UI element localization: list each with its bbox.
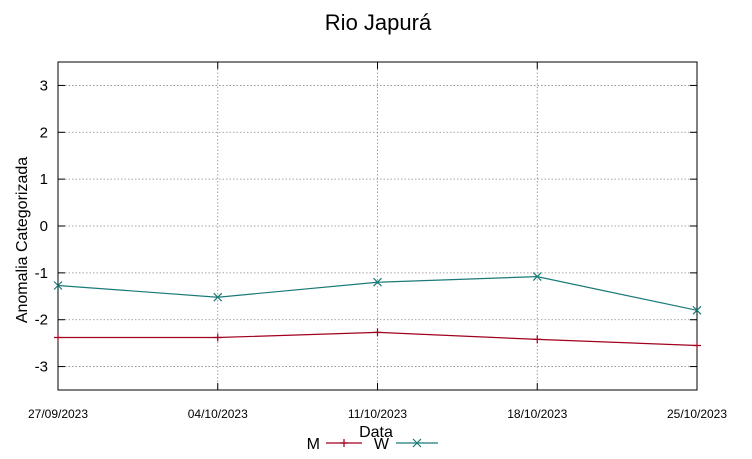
x-axis-ticks: 27/09/2023 04/10/2023 11/10/2023 18/10/2023… <box>28 62 727 421</box>
chart-title: Rio Japurá <box>325 10 432 35</box>
data-point-w <box>213 292 223 302</box>
y-tick-label: 3 <box>40 77 48 94</box>
series-lines <box>53 272 702 350</box>
data-point-m <box>533 335 542 344</box>
x-axis-label: Data <box>359 424 393 441</box>
data-point-w <box>692 305 702 315</box>
data-point-w <box>53 281 63 290</box>
x-tick-label: 18/10/2023 <box>507 407 567 421</box>
legend-label: W <box>374 436 390 453</box>
y-axis-label: Anomalia Categorizada <box>14 157 31 323</box>
data-point-w <box>532 272 542 282</box>
x-tick-label: 27/09/2023 <box>28 407 88 421</box>
data-point-m <box>373 328 382 337</box>
grid-lines <box>58 62 697 390</box>
x-tick-label: 25/10/2023 <box>667 407 727 421</box>
y-tick-label: -2 <box>35 312 48 329</box>
legend-marker <box>340 439 348 447</box>
data-point-w <box>373 277 382 287</box>
data-point-m <box>54 333 62 342</box>
legend-label: M <box>307 436 320 453</box>
y-tick-label: 0 <box>40 218 48 235</box>
data-point-m <box>213 333 222 342</box>
x-tick-label: 11/10/2023 <box>348 407 407 421</box>
series-w <box>53 272 702 315</box>
series-m <box>54 328 701 350</box>
legend-item-w: W <box>374 436 438 453</box>
legend-item-m: M <box>307 436 362 453</box>
legend-marker <box>412 438 422 448</box>
data-point-m <box>693 341 701 350</box>
y-tick-label: 1 <box>40 171 48 188</box>
y-axis-ticks: 3 2 1 0 -1 -2 -3 <box>35 77 697 376</box>
y-tick-label: -1 <box>35 265 48 282</box>
y-tick-label: -3 <box>35 359 48 376</box>
y-tick-label: 2 <box>40 124 48 141</box>
x-tick-label: 04/10/2023 <box>188 407 248 421</box>
